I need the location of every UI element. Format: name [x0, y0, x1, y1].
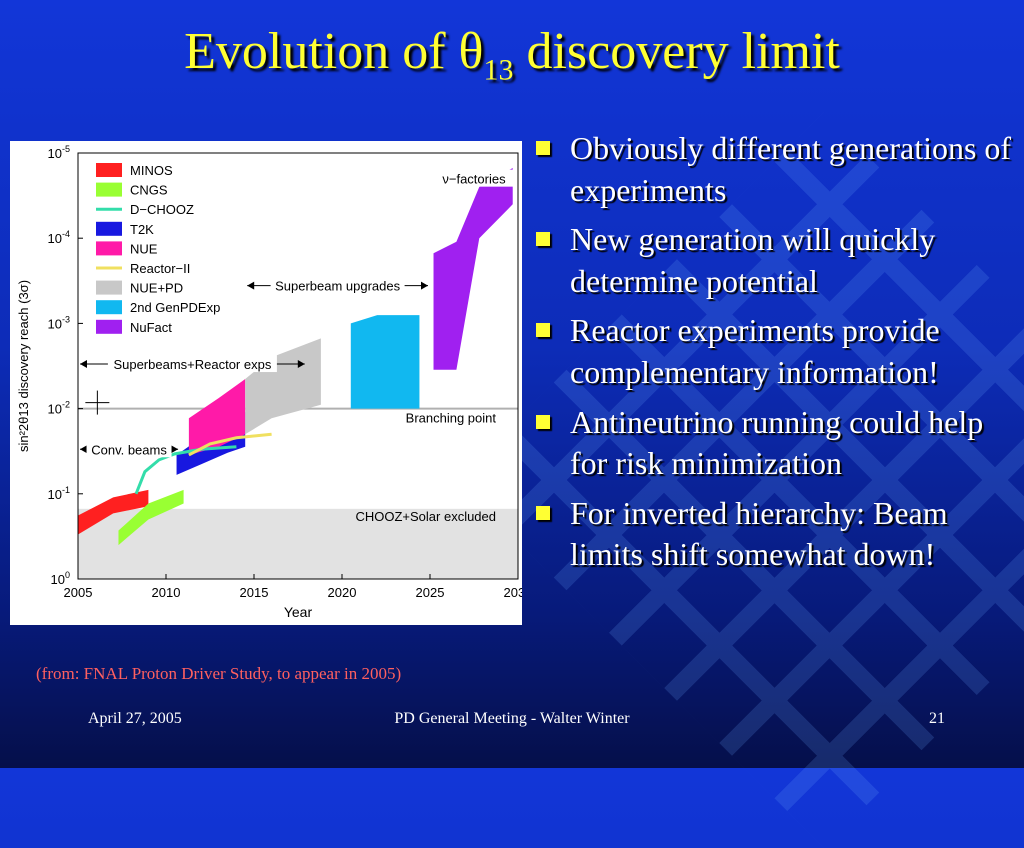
legend-label: Reactor−II [130, 261, 190, 276]
y-tick-base: 10 [48, 231, 62, 246]
bullet-text: For inverted hierarchy: Beam limits shif… [570, 494, 948, 573]
y-tick-base: 10 [48, 146, 62, 161]
title-subscript: 13 [483, 53, 514, 87]
band-nue-pd [245, 338, 321, 435]
legend-label: NuFact [130, 320, 172, 335]
source-note: (from: FNAL Proton Driver Study, to appe… [36, 664, 402, 683]
annotation-arrowhead-left [80, 360, 87, 369]
title-tail: discovery limit [513, 23, 840, 80]
y-tick-exponent: -5 [62, 144, 70, 154]
bullet-text: Antineutrino running could help for risk… [570, 403, 984, 482]
y-tick-exponent: -4 [62, 229, 70, 239]
legend-label: T2K [130, 222, 154, 237]
plot-frame [77, 152, 519, 580]
bullet-marker [536, 323, 550, 338]
legend-swatch [96, 221, 122, 236]
x-tick-label: 2020 [328, 585, 357, 600]
bullet-text: Reactor experiments provide complementar… [570, 312, 940, 390]
legend-label: D−CHOOZ [130, 202, 194, 217]
annotation-label: Conv. beams [91, 442, 167, 457]
x-tick-label: 2030 [504, 585, 522, 600]
annotation-label-background [86, 440, 172, 458]
bullet-item: Obviously different generations of exper… [532, 128, 1012, 211]
annotation-label-background [431, 169, 517, 187]
y-tick-exponent: -2 [62, 400, 70, 410]
y-tick-base: 10 [48, 402, 62, 417]
annotation-label-background [107, 355, 277, 373]
x-tick-label: 2005 [64, 585, 93, 600]
branching-point-label: Branching point [406, 411, 497, 426]
annotation-arrowhead-right [171, 445, 179, 454]
discovery-limit-chart: CHOOZ+Solar excluded Branching point ν−fac… [10, 141, 522, 625]
annotation-label: ν−factories [442, 172, 506, 187]
footer-date: April 27, 2005 [88, 710, 182, 727]
annotation-arrowhead-right [421, 281, 428, 290]
legend-label: NUE+PD [130, 281, 183, 296]
band-nue [188, 379, 246, 455]
y-tick-label: 10-4 [48, 229, 70, 246]
legend-swatch [96, 241, 122, 256]
band-cngs [118, 489, 184, 546]
bullet-item: Reactor experiments provide complementar… [532, 310, 1012, 393]
bullet-item: For inverted hierarchy: Beam limits shif… [532, 493, 1012, 576]
legend-label: 2nd GenPDExp [130, 300, 220, 315]
annotation-label: Superbeams+Reactor exps [113, 357, 271, 372]
title-text: Evolution of θ [184, 23, 484, 80]
y-axis-label: sin²2θ13 discovery reach (3σ) [16, 280, 31, 452]
y-tick-label: 10-5 [48, 144, 70, 161]
bullet-item: Antineutrino running could help for risk… [532, 402, 1012, 485]
annotation-arrowhead-left [247, 281, 255, 290]
x-axis-label: Year [284, 604, 313, 620]
y-tick-base: 10 [48, 316, 62, 331]
legend-swatch [96, 182, 122, 197]
y-tick-label: 10-3 [48, 314, 70, 331]
band-2nd-genpdexp [350, 315, 420, 409]
y-tick-base: 10 [51, 572, 65, 587]
annotation-arrowhead-left [80, 445, 87, 454]
chart-svg: CHOOZ+Solar excluded Branching point ν−fac… [16, 144, 522, 620]
excluded-region [78, 508, 518, 579]
legend-swatch [96, 319, 122, 334]
band-minos [78, 489, 149, 535]
bullet-text: New generation will quickly determine po… [570, 221, 936, 299]
legend-label: CNGS [130, 183, 168, 198]
bullet-marker [536, 141, 550, 155]
bullet-list: Obviously different generations of exper… [532, 128, 1012, 584]
annotation-label: Superbeam upgrades [275, 279, 401, 294]
y-tick-exponent: -3 [62, 314, 70, 324]
x-tick-label: 2010 [152, 585, 181, 600]
band-nufact [433, 168, 513, 370]
footer-page-number: 21 [929, 710, 945, 727]
annotation-arrowhead-right [297, 360, 305, 369]
footer-event: PD General Meeting - Walter Winter [394, 710, 630, 727]
y-tick-label: 100 [51, 570, 70, 587]
legend-swatch [96, 300, 122, 315]
x-tick-label: 2015 [240, 585, 269, 600]
y-tick-exponent: -1 [62, 485, 70, 495]
bullet-marker [536, 232, 550, 247]
y-tick-label: 10-1 [48, 485, 70, 502]
slide-title: Evolution of θ13 discovery limit [0, 22, 1024, 87]
legend-swatch [96, 280, 122, 295]
annotation-label-background [270, 276, 405, 294]
bullet-text: Obviously different generations of exper… [570, 130, 1012, 208]
legend-label: NUE [130, 241, 158, 256]
y-tick-base: 10 [48, 487, 62, 502]
legend-label: MINOS [130, 163, 173, 178]
legend-swatch [96, 163, 122, 177]
excluded-region-label: CHOOZ+Solar excluded [355, 509, 496, 524]
x-tick-label: 2025 [416, 585, 445, 600]
line-reactor-ii [188, 432, 272, 457]
y-tick-label: 10-2 [48, 400, 70, 417]
y-tick-exponent: 0 [65, 570, 70, 580]
bullet-marker [536, 505, 550, 520]
bullet-item: New generation will quickly determine po… [532, 219, 1012, 302]
bullet-marker [536, 414, 550, 429]
